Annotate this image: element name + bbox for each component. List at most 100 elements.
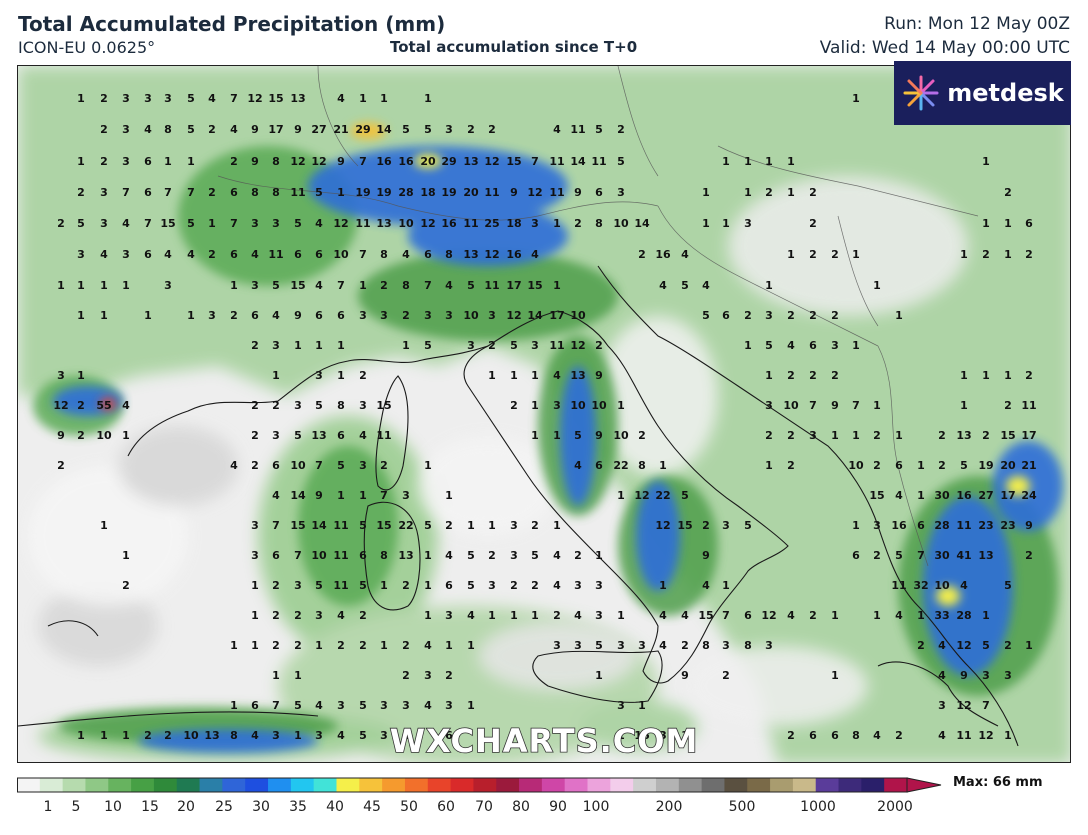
precip-value-label: 1 [77,279,85,292]
precip-value-label: 23 [1000,519,1015,532]
precip-value-label: 3 [445,699,453,712]
precip-value-label: 11 [484,279,499,292]
legend-swatch [268,778,292,792]
precip-value-label: 3 [122,92,130,105]
precip-value-label: 1 [702,217,710,230]
legend-swatch [815,778,840,792]
precip-value-label: 28 [956,609,971,622]
precip-value-label: 3 [659,729,667,742]
precip-value-label: 2 [402,669,410,682]
precip-value-label: 2 [809,369,817,382]
precip-value-label: 1 [917,609,925,622]
precip-value-label: 5 [510,339,518,352]
precip-value-label: 12 [956,639,971,652]
precip-value-label: 2 [359,609,367,622]
precip-value-label: 10 [934,579,950,592]
precip-value-label: 1 [852,519,860,532]
legend-swatch [404,778,429,792]
precip-value-label: 11 [484,186,499,199]
precip-value-label: 9 [831,399,839,412]
precip-value-label: 2 [445,519,453,532]
precip-value-label: 12 [290,155,305,168]
precip-value-label: 2 [144,729,152,742]
precip-value-label: 2 [765,429,773,442]
precip-value-label: 1 [230,699,238,712]
precip-value-label: 4 [553,549,561,562]
precip-value-label: 5 [359,519,367,532]
precip-value-label: 4 [531,248,539,261]
precip-value-label: 4 [337,609,345,622]
precip-value-label: 3 [294,399,302,412]
precip-value-label: 3 [809,429,817,442]
precip-value-label: 14 [290,489,306,502]
precip-value-label: 13 [463,248,478,261]
legend-swatch [336,778,360,792]
precip-value-label: 5 [187,217,195,230]
precip-value-label: 4 [122,399,130,412]
precip-value-label: 2 [380,279,388,292]
precip-value-label: 16 [506,248,522,261]
precip-value-label: 5 [424,339,432,352]
precip-value-label: 1 [315,639,323,652]
precip-value-label: 1 [917,489,925,502]
precip-value-label: 2 [57,459,65,472]
precip-value-label: 2 [1025,248,1033,261]
precip-value-label: 1 [722,579,730,592]
precip-value-label: 10 [311,549,327,562]
precip-value-label: 12 [484,155,499,168]
precip-value-label: 4 [100,248,108,261]
precip-value-label: 2 [809,217,817,230]
precip-value-label: 5 [467,579,475,592]
precip-value-label: 2 [787,459,795,472]
precip-value-label: 1 [251,579,259,592]
precip-value-label: 2 [359,639,367,652]
precip-value-label: 1 [831,609,839,622]
precip-value-label: 2 [787,369,795,382]
precip-value-label: 16 [956,489,972,502]
precip-value-label: 4 [681,248,689,261]
precip-value-label: 4 [787,339,795,352]
legend-swatch [427,778,452,792]
precip-value-label: 4 [553,579,561,592]
precip-value-label: 2 [787,309,795,322]
precip-value-label: 20 [1000,459,1016,472]
precip-value-label: 9 [57,429,65,442]
precip-value-label: 5 [315,186,323,199]
precip-value-label: 11 [956,729,971,742]
precip-value-label: 12 [527,186,542,199]
precip-value-label: 1 [164,155,172,168]
precip-value-label: 2 [617,123,625,136]
precip-value-label: 12 [420,217,435,230]
precip-value-label: 3 [873,519,881,532]
precip-value-label: 15 [290,279,305,292]
run-label: Run: Mon 12 May 00Z [884,14,1070,34]
precip-value-label: 2 [272,399,280,412]
precip-value-label: 2 [809,609,817,622]
precip-value-label: 3 [831,339,839,352]
precip-value-label: 6 [294,248,302,261]
precip-value-label: 1 [424,459,432,472]
precip-value-label: 4 [122,217,130,230]
precip-value-label: 1 [230,279,238,292]
precip-value-label: 3 [402,489,410,502]
legend-swatch [473,778,497,792]
legend-colorbar [17,777,942,793]
precip-value-label: 7 [187,186,195,199]
precip-value-label: 1 [681,729,689,742]
precip-value-label: 1 [659,459,667,472]
precip-value-label: 5 [337,459,345,472]
legend-tick-label: 30 [252,799,270,815]
precip-value-label: 4 [424,699,432,712]
precip-value-label: 3 [744,217,752,230]
coastlines [18,265,1019,747]
precip-value-label: 12 [247,92,262,105]
precip-value-label: 1 [488,609,496,622]
legend-swatch [39,778,64,792]
precip-value-label: 5 [765,339,773,352]
precip-value-label: 1 [617,489,625,502]
precip-value-label: 6 [445,729,453,742]
precip-value-label: 17 [1021,429,1036,442]
precip-value-label: 1 [595,669,603,682]
precip-value-label: 1 [144,309,152,322]
precip-value-label: 5 [315,579,323,592]
